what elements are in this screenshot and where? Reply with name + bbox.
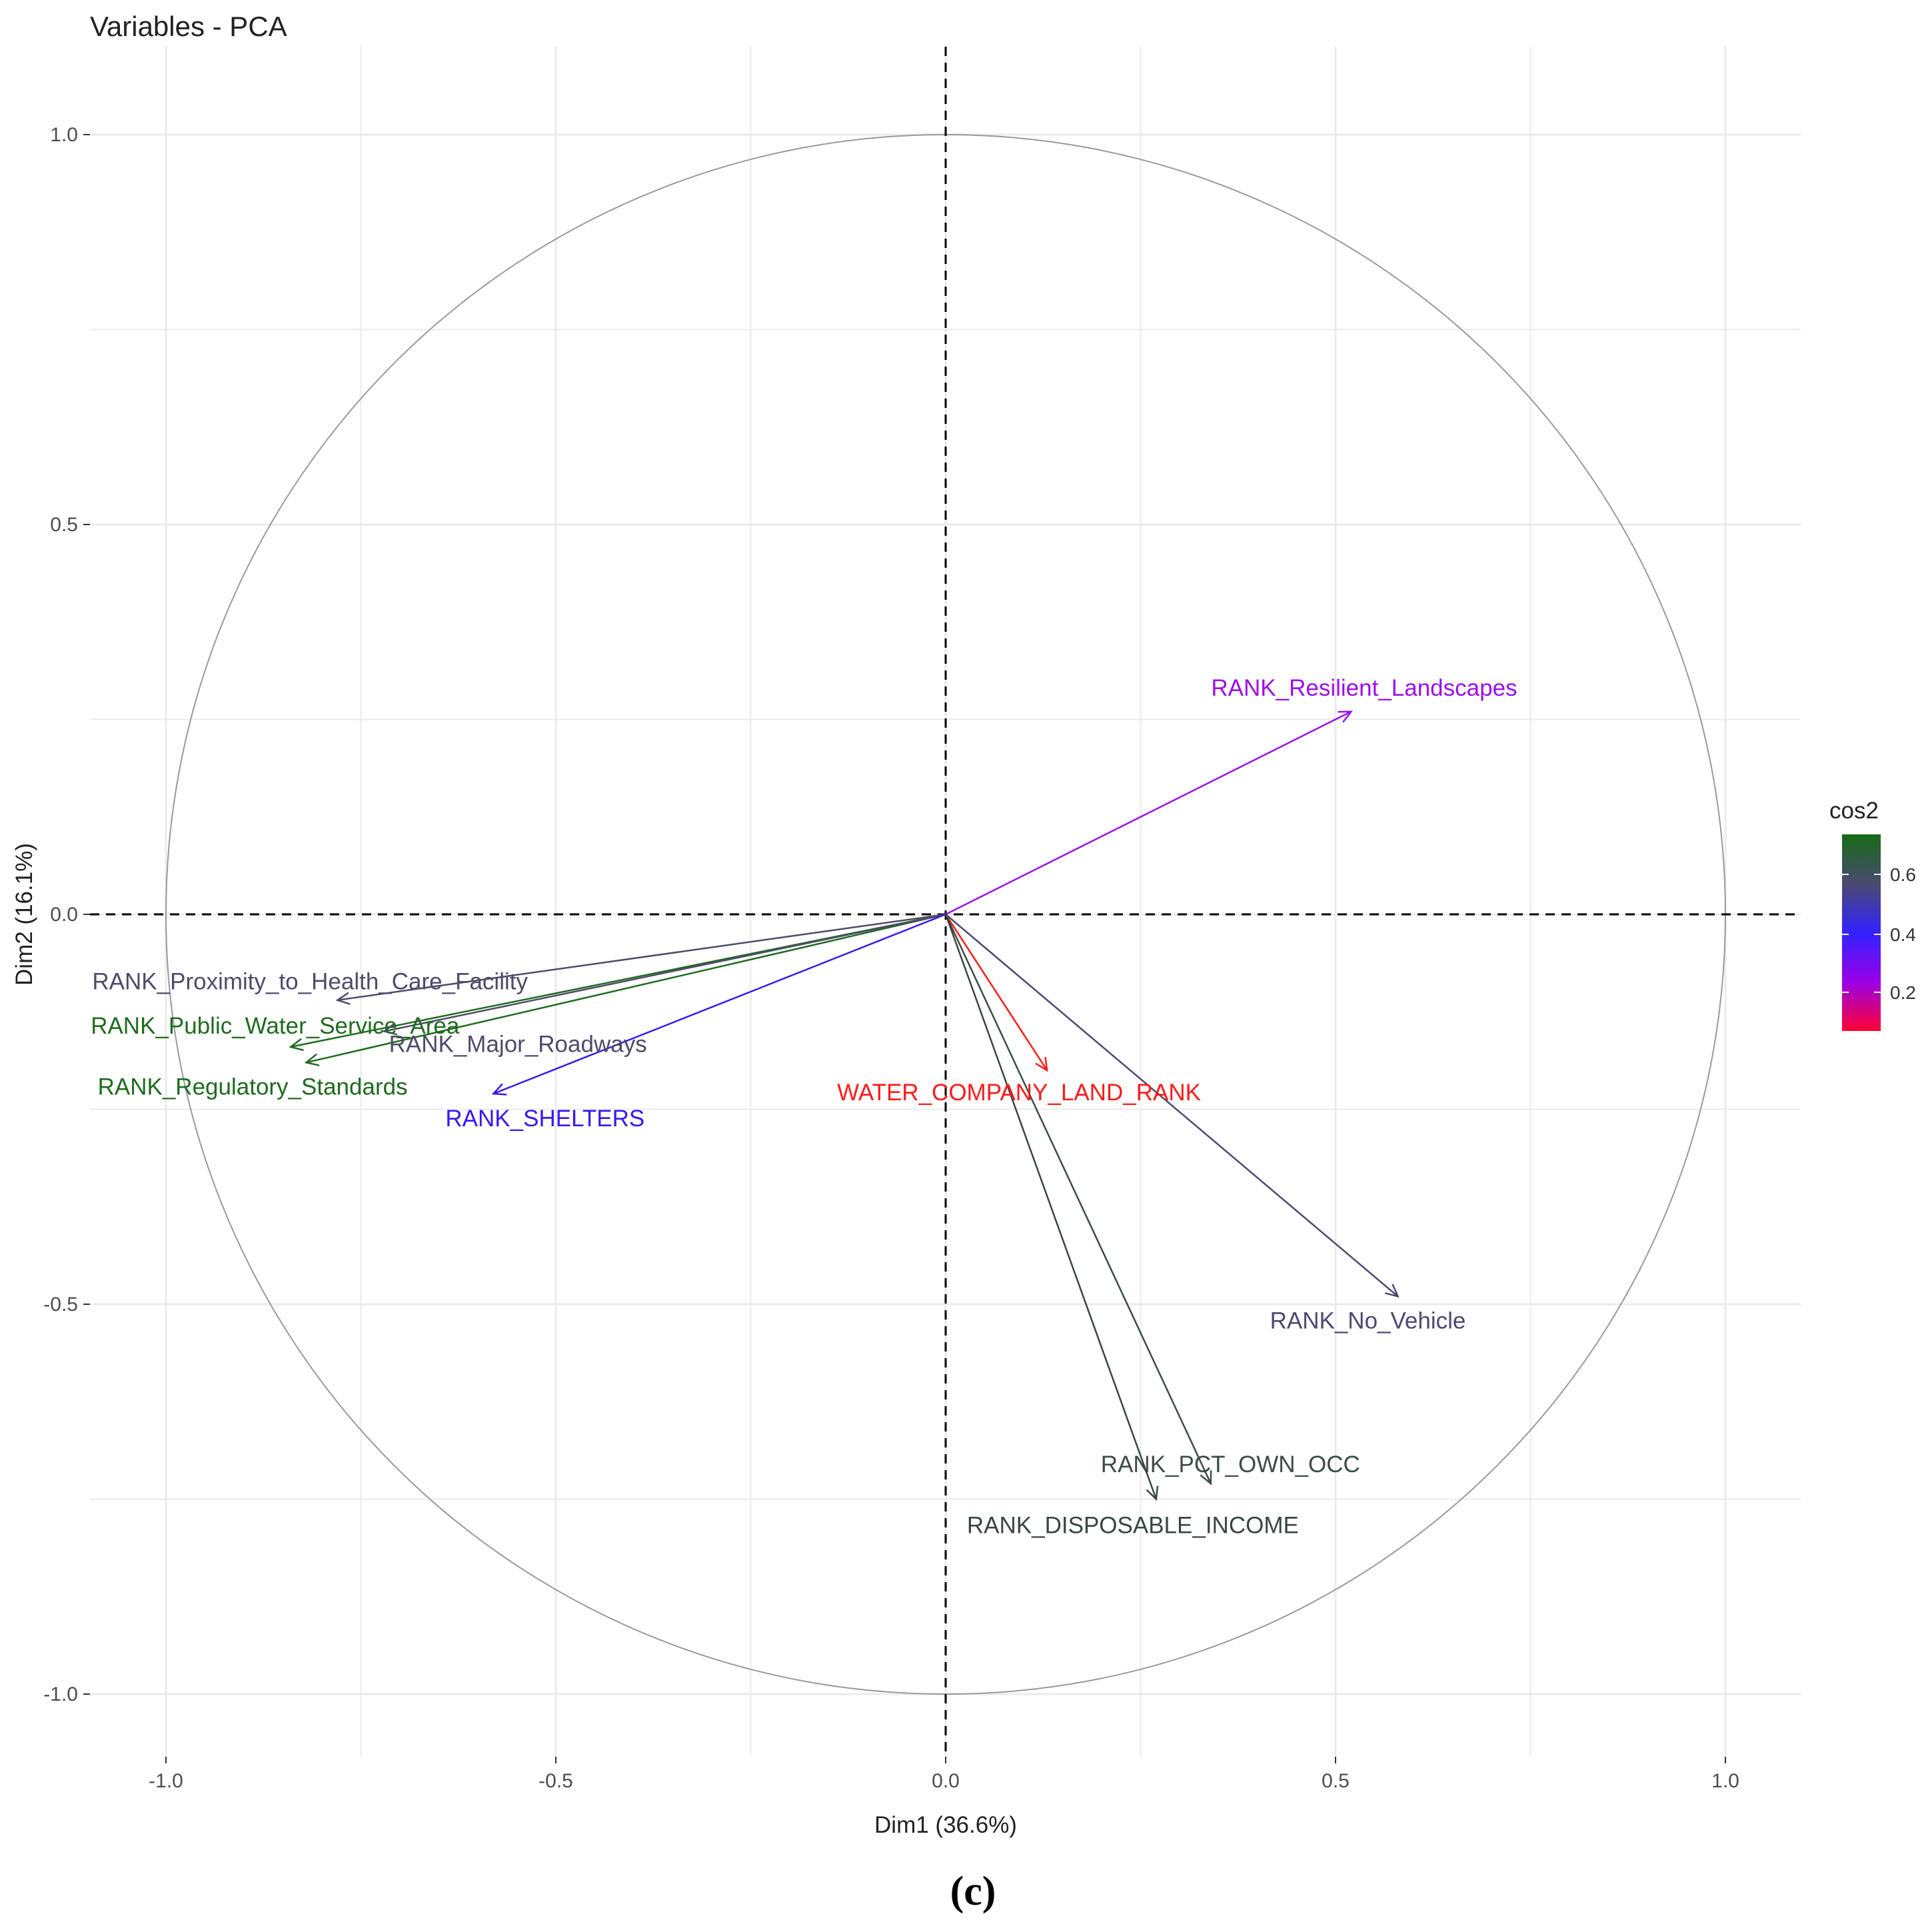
- arrowhead: [304, 1053, 320, 1066]
- arrowhead: [1384, 1284, 1400, 1298]
- label-rank-regulatory-standards: RANK_Regulatory_Standards: [98, 1074, 408, 1100]
- label-rank-proximity-to-health-care-facility: RANK_Proximity_to_Health_Care_Facility: [92, 969, 528, 995]
- arrow-rank-shelters: [492, 913, 946, 1095]
- label-rank-shelters: RANK_SHELTERS: [445, 1106, 644, 1132]
- arrowhead: [382, 1022, 398, 1036]
- legend-ticks: 0.6 0.4 0.2: [1842, 864, 1916, 1003]
- arrow-rank-no-vehicle: [945, 914, 1399, 1298]
- arrow-rank-regulatory-standards: [306, 913, 946, 1064]
- variable-labels: RANK_Resilient_Landscapes RANK_Proximity_…: [91, 675, 1517, 1539]
- label-rank-public-water-service-area: RANK_Public_Water_Service_Area: [91, 1013, 460, 1039]
- figure-caption: (c): [950, 1869, 996, 1914]
- label-rank-resilient-landscapes: RANK_Resilient_Landscapes: [1211, 675, 1517, 701]
- legend-tick-label: 0.2: [1890, 982, 1916, 1003]
- label-rank-major-roadways: RANK_Major_Roadways: [389, 1032, 647, 1058]
- x-tick-label: -1.0: [149, 1770, 183, 1792]
- y-tick-label: 0.0: [50, 904, 78, 926]
- arrowhead: [491, 1083, 507, 1096]
- legend-title: cos2: [1829, 798, 1879, 824]
- label-rank-disposable-income: RANK_DISPOSABLE_INCOME: [967, 1513, 1299, 1539]
- arrowhead: [1200, 1470, 1212, 1485]
- label-rank-no-vehicle: RANK_No_Vehicle: [1270, 1308, 1466, 1334]
- arrow-water-company-land-rank: [944, 914, 1048, 1071]
- arrow-rank-disposable-income: [944, 914, 1158, 1499]
- y-tick-label: -0.5: [43, 1294, 78, 1316]
- legend-tick-label: 0.4: [1890, 924, 1916, 945]
- arrowhead: [1146, 1485, 1159, 1501]
- cos2-legend: cos2 0.6 0.4 0.2: [1829, 798, 1916, 1031]
- y-tick-label: 1.0: [50, 124, 78, 146]
- label-rank-pct-own-occ: RANK_PCT_OWN_OCC: [1101, 1451, 1360, 1477]
- chart-title: Variables - PCA: [90, 11, 287, 42]
- x-tick-label: 1.0: [1711, 1770, 1739, 1792]
- y-tick-label: 0.5: [50, 514, 78, 536]
- y-axis-label: Dim2 (16.1%): [11, 843, 37, 986]
- arrowhead: [1035, 1057, 1048, 1072]
- arrow-rank-pct-own-occ: [944, 914, 1212, 1484]
- arrow-rank-major-roadways: [384, 913, 946, 1032]
- arrow-rank-resilient-landscapes: [945, 710, 1352, 916]
- x-tick-label: -0.5: [538, 1770, 573, 1792]
- x-tick-label: 0.5: [1322, 1770, 1350, 1792]
- x-axis-label: Dim1 (36.6%): [874, 1812, 1017, 1838]
- variable-arrows: [289, 710, 1400, 1501]
- x-tick-label: 0.0: [932, 1770, 960, 1792]
- arrowhead: [289, 1038, 304, 1052]
- legend-tick-label: 0.6: [1890, 864, 1916, 885]
- axis-ticks: -1.0 -0.5 0.0 0.5 1.0 1.0 0.5 0.0 -0.5 -1.0: [43, 124, 1739, 1792]
- y-tick-label: -1.0: [43, 1683, 78, 1705]
- label-water-company-land-rank: WATER_COMPANY_LAND_RANK: [837, 1080, 1201, 1106]
- arrow-rank-proximity-to-health-care-facility: [337, 913, 946, 1001]
- legend-color-bar: [1842, 834, 1881, 1031]
- arrowhead: [335, 992, 351, 1005]
- arrowhead: [1338, 710, 1353, 723]
